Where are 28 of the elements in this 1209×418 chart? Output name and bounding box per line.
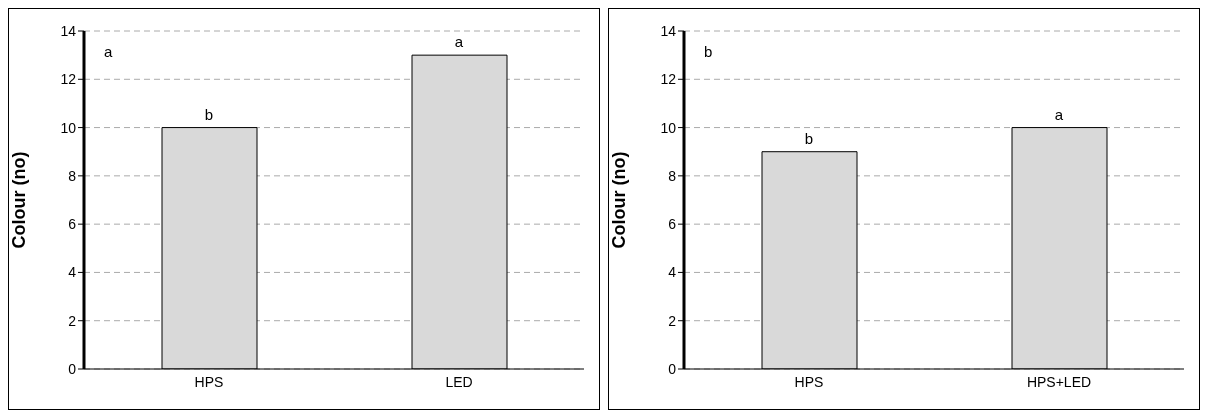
y-tick-label: 0 [668, 360, 677, 377]
annotation: b [804, 129, 814, 147]
y-tick-label: 4 [68, 264, 77, 281]
y-tick-label: 14 [60, 22, 77, 39]
annotation: a [454, 33, 464, 51]
y-tick-label: 12 [60, 71, 77, 88]
y-tick-label: 14 [660, 22, 677, 39]
y-tick-label: 10 [660, 119, 677, 136]
y-tick-label: 10 [60, 119, 77, 136]
y-axis-title: Colour (no) [609, 151, 630, 249]
x-tick-label: HPS [194, 373, 224, 390]
annotation: a [104, 43, 113, 60]
y-tick-label: 4 [668, 264, 677, 281]
x-tick-label: HPS [794, 373, 824, 390]
annotation: b [204, 105, 214, 123]
annotation: a [1054, 105, 1064, 123]
y-tick-label: 6 [668, 216, 677, 233]
y-tick-label: 8 [68, 167, 77, 184]
y-tick-label: 8 [668, 167, 677, 184]
y-tick-label: 6 [68, 216, 77, 233]
y-tick-label: 0 [68, 360, 77, 377]
x-tick-label: HPS+LED [1026, 373, 1092, 390]
y-axis-title: Colour (no) [9, 151, 30, 249]
y-tick-label: 2 [68, 312, 77, 329]
y-tick-label: 12 [660, 71, 677, 88]
x-tick-label: LED [445, 373, 473, 390]
y-tick-label: 2 [668, 312, 677, 329]
annotation: b [704, 43, 713, 60]
